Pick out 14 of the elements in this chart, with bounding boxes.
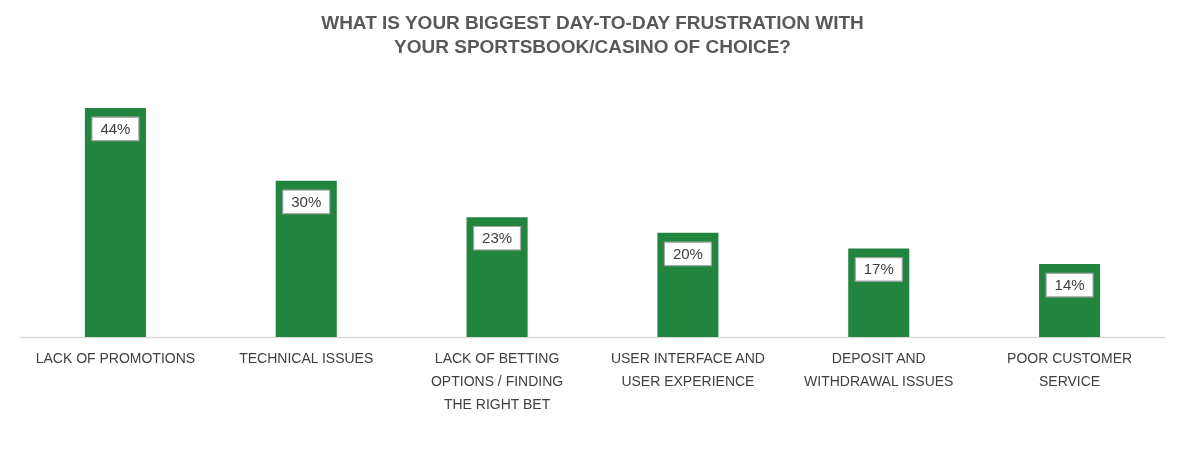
data-label: 23% (482, 229, 513, 247)
x-tick-label: USER INTERFACE AND USER EXPERIENCE (610, 349, 765, 389)
data-label: 14% (1054, 276, 1085, 294)
bar (84, 107, 146, 337)
x-tick-label: POOR CUSTOMER SERVICE (1007, 349, 1133, 389)
data-label: 17% (863, 260, 894, 278)
chart-title: WHAT IS YOUR BIGGEST DAY-TO-DAY FRUSTRATION WITH YOUR SPORTSBOOK/CASINO OF CHOICE? (321, 12, 864, 57)
data-label: 44% (100, 119, 131, 137)
x-tick-label: DEPOSIT AND WITHDRAWAL ISSUES (804, 349, 954, 389)
x-tick-label: LACK OF BETTING OPTIONS / FINDING THE RIGHT BET (430, 349, 564, 412)
x-tick-label: TECHNICAL ISSUES (239, 349, 374, 366)
x-tick-label: LACK OF PROMOTIONS (35, 349, 196, 366)
data-label: 30% (291, 192, 322, 210)
data-label: 20% (672, 244, 703, 262)
